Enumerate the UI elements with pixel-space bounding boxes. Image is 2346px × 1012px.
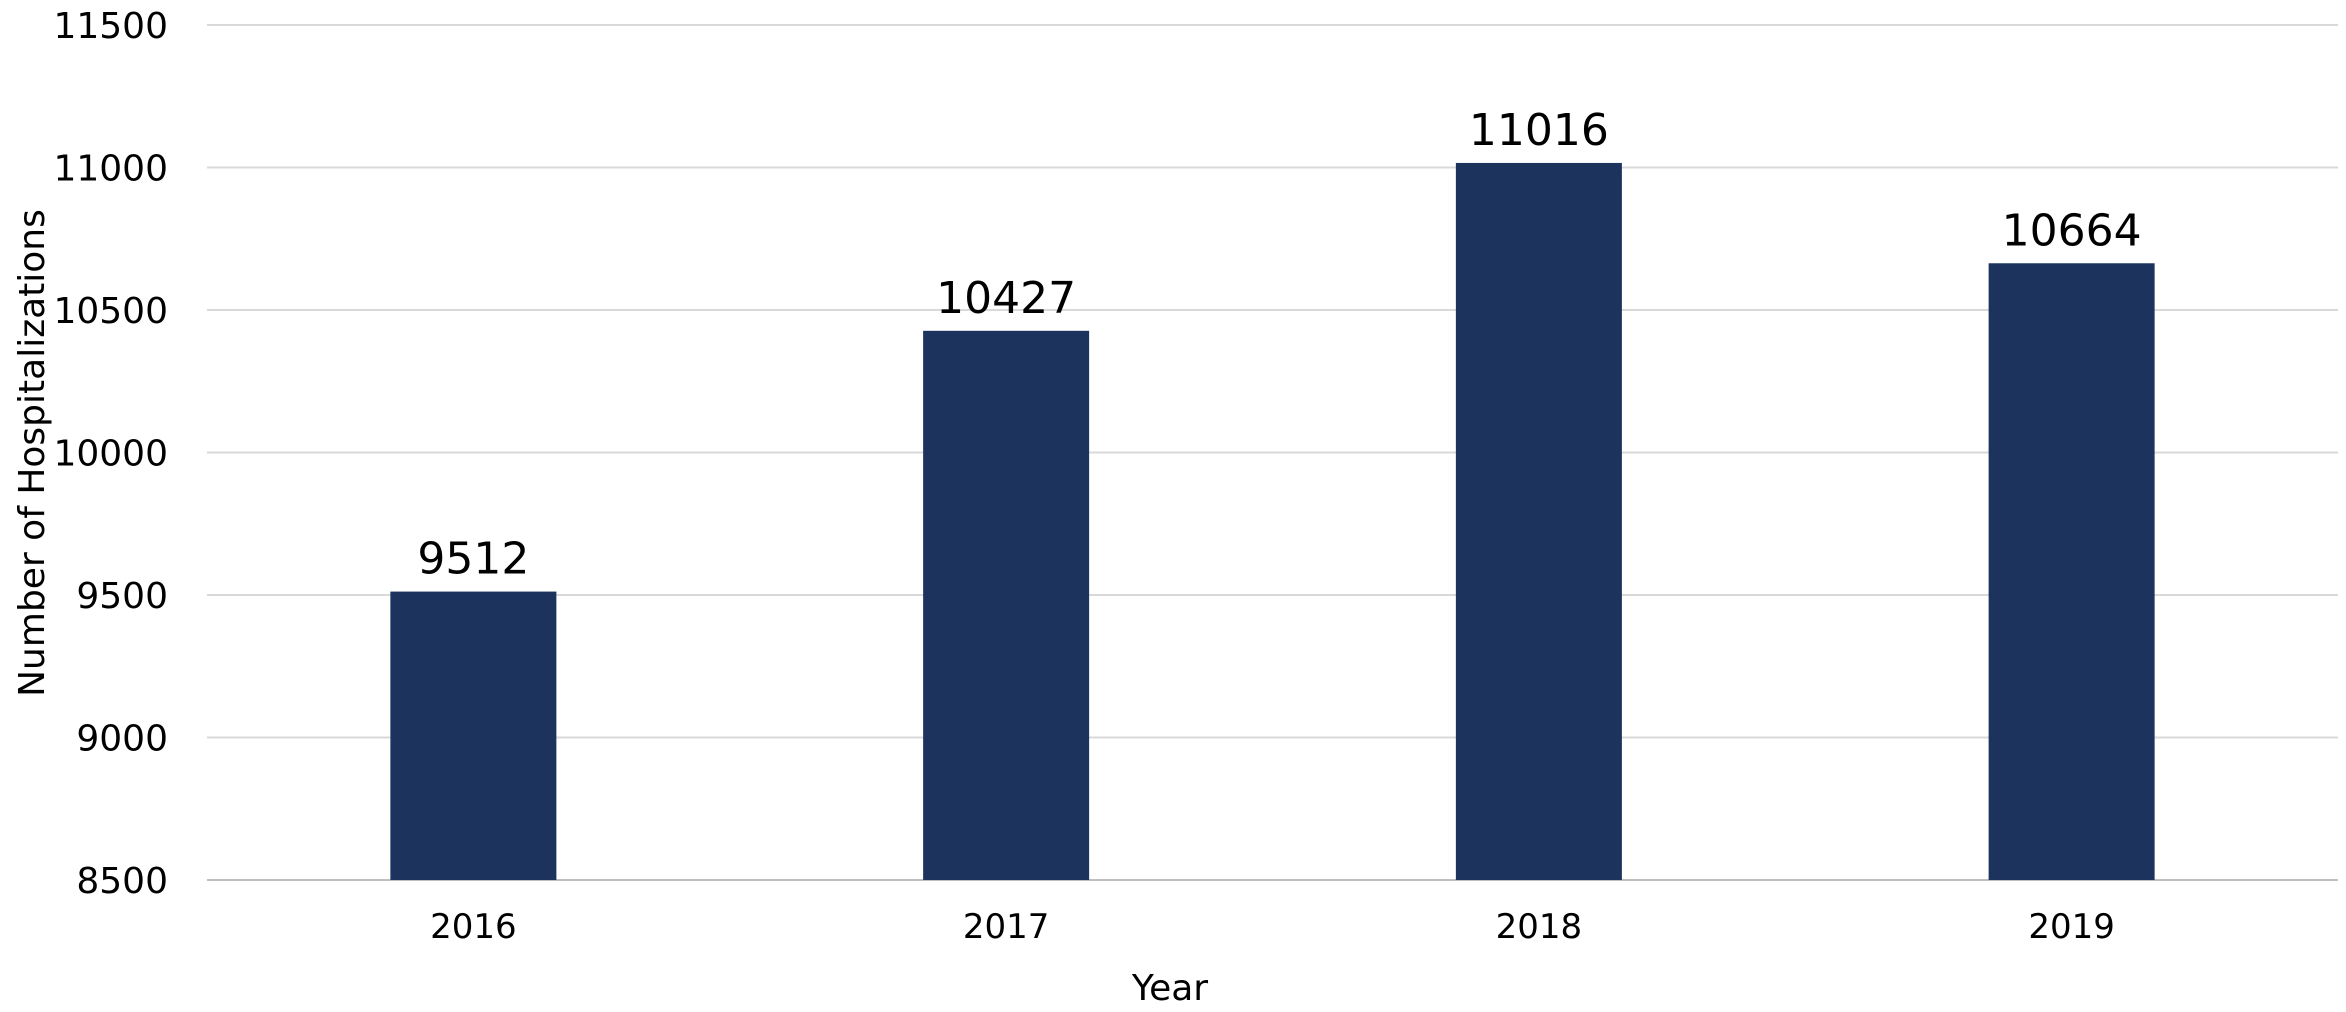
y-tick-label: 11000 [53,149,168,190]
x-tick-label: 2017 [963,907,1050,947]
y-axis-ticks: 8500 9000 9500 10000 10500 11000 11500 [53,6,168,902]
bar [1455,162,1622,880]
x-axis-ticks: 2016 2017 2018 2019 [430,907,2115,947]
data-label: 10427 [936,273,1076,324]
y-tick-label: 11500 [53,6,168,47]
gridlines [207,24,2338,881]
bar [390,591,557,880]
x-tick-label: 2016 [430,907,517,947]
bar [1988,263,2155,880]
y-tick-label: 10500 [53,291,168,332]
y-tick-label: 10000 [53,434,168,475]
bars [390,162,2155,880]
data-label: 10664 [2002,205,2142,256]
y-axis-title: Number of Hospitalizations [12,209,53,697]
bar [923,330,1090,880]
x-axis-title: Year [1131,968,1208,1008]
data-label: 9512 [417,534,529,585]
y-tick-label: 9000 [76,719,168,760]
data-label: 11016 [1469,105,1609,156]
x-tick-label: 2019 [2028,907,2115,947]
y-tick-label: 9500 [76,576,168,617]
y-tick-label: 8500 [76,861,168,902]
data-labels: 9512 10427 11016 10664 [417,105,2141,585]
x-tick-label: 2018 [1496,907,1583,947]
